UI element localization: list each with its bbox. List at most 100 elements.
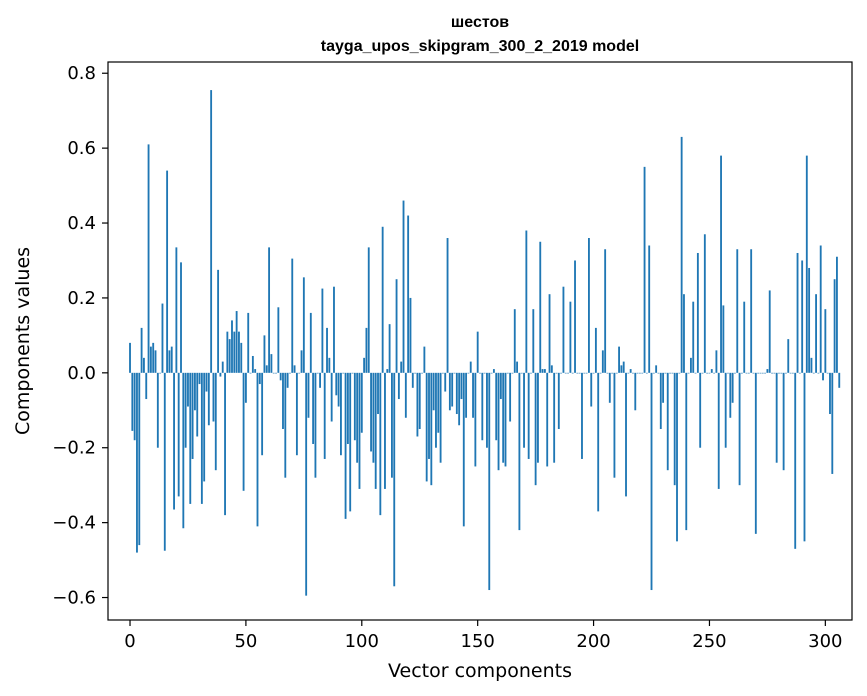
bar-2 [133,372,136,441]
bar-152 [481,372,484,441]
y-tick-label: 0.2 [67,288,96,309]
bar-75 [302,277,305,373]
bar-118 [402,200,405,373]
bar-49 [242,372,245,491]
bar-105 [372,372,375,463]
bar-9 [149,346,152,373]
bar-182 [550,365,553,373]
bar-201 [594,327,597,373]
bar-145 [465,372,468,418]
bar-157 [492,369,495,373]
bar-279 [775,372,778,463]
bar-53 [251,355,254,373]
bar-192 [574,260,576,373]
bar-23 [182,372,185,529]
bar-181 [548,294,551,373]
bar-232 [666,372,669,471]
bar-165 [511,372,514,374]
bar-162 [504,372,507,467]
bar-29 [196,372,199,437]
bar-203 [599,372,602,374]
bar-294 [810,357,813,373]
bar-267 [747,372,750,374]
bar-177 [539,241,542,373]
bar-151 [479,372,481,374]
bar-218 [634,372,637,411]
bar-15 [163,372,166,551]
bar-44 [231,320,233,373]
bar-59 [265,365,268,373]
bar-194 [578,372,581,374]
bar-186 [560,372,563,374]
x-tick-label: 250 [692,631,726,652]
bar-159 [497,372,500,471]
bar-12 [156,372,159,448]
bar-213 [622,361,625,373]
bar-106 [374,372,377,489]
bar-14 [161,303,164,373]
bar-41 [224,372,226,516]
bar-264 [740,372,743,374]
bar-281 [780,372,783,374]
bar-114 [393,372,396,587]
bar-5 [140,327,143,373]
bar-28 [193,372,196,411]
bar-263 [738,372,741,486]
bar-137 [446,238,449,373]
bar-93 [344,372,347,519]
bar-277 [771,372,773,374]
bar-82 [319,372,321,388]
bar-109 [381,226,384,373]
bar-70 [291,258,294,373]
bar-27 [191,372,194,459]
bar-108 [379,372,382,516]
bar-121 [409,297,412,373]
bar-260 [731,372,734,403]
x-tick-label: 0 [124,631,135,652]
bar-102 [365,327,368,373]
bar-257 [724,372,727,448]
bar-42 [226,331,229,373]
bar-243 [692,301,695,373]
bar-245 [696,252,699,373]
bar-280 [778,372,780,374]
y-tick-label: −0.4 [52,513,96,534]
bar-78 [309,312,312,373]
bar-50 [244,372,247,403]
bar-212 [620,365,623,373]
bar-113 [391,372,393,478]
bar-120 [407,215,410,373]
bar-21 [177,372,180,497]
bar-217 [632,372,634,374]
bar-46 [235,311,238,373]
bar-179 [543,369,546,373]
bar-246 [699,372,702,448]
bar-100 [360,372,363,433]
bar-268 [750,249,753,373]
bar-69 [289,372,291,374]
bar-158 [495,372,498,441]
bar-283 [785,372,787,374]
bar-204 [601,350,604,373]
bar-306 [838,372,841,388]
bar-228 [657,372,660,374]
bar-191 [571,372,574,374]
bar-123 [414,372,417,374]
x-tick-label: 100 [345,631,379,652]
bar-74 [300,350,303,373]
bar-39 [219,372,222,377]
x-tick-label: 50 [234,631,257,652]
bar-178 [541,369,544,373]
bar-133 [437,372,440,433]
bar-135 [441,372,444,374]
bar-155 [488,372,491,591]
bar-215 [627,372,630,374]
bar-19 [173,372,175,510]
bar-87 [330,372,333,422]
bar-284 [787,339,790,373]
bar-235 [673,372,676,486]
bar-45 [233,331,236,373]
bar-214 [625,372,627,497]
bar-207 [608,372,611,403]
